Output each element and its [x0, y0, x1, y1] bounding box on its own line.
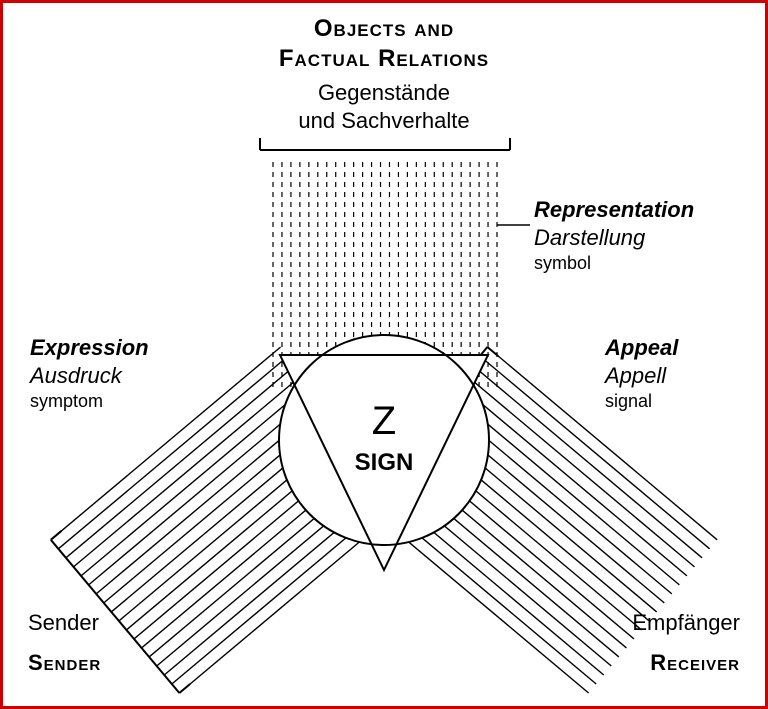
center-letter: Z — [372, 399, 396, 443]
left-band-stripe — [74, 374, 304, 567]
title-objects-1: Objects and — [314, 15, 454, 42]
sender-en: Sender — [28, 650, 101, 675]
representation-en: Representation — [534, 197, 694, 222]
sender-de: Sender — [28, 610, 99, 635]
receiver-de: Empfänger — [632, 610, 740, 635]
representation-de: Darstellung — [534, 225, 646, 250]
diagram-svg: Objects and Factual Relations Gegenstände u… — [0, 0, 768, 709]
right-band-stripe — [465, 374, 695, 567]
appeal-de: Appell — [603, 363, 667, 388]
expression-en: Expression — [30, 335, 149, 360]
right-band-stripe — [480, 356, 710, 549]
right-band-stripe — [472, 365, 702, 558]
left-band-stripe — [81, 383, 311, 576]
appeal-type: signal — [605, 391, 652, 411]
expression-de: Ausdruck — [28, 363, 123, 388]
organon-diagram: Objects and Factual Relations Gegenstände u… — [0, 0, 768, 709]
expression-type: symptom — [30, 391, 103, 411]
subtitle-de-2: und Sachverhalte — [298, 108, 469, 133]
appeal-en: Appeal — [604, 335, 679, 360]
receiver-en: Receiver — [650, 650, 740, 675]
representation-type: symbol — [534, 253, 591, 273]
center-word: SIGN — [355, 449, 414, 476]
right-band-stripe — [457, 383, 687, 576]
right-band-stripe — [487, 347, 717, 540]
subtitle-de-1: Gegenstände — [318, 80, 450, 105]
title-objects-2: Factual Relations — [279, 45, 489, 72]
